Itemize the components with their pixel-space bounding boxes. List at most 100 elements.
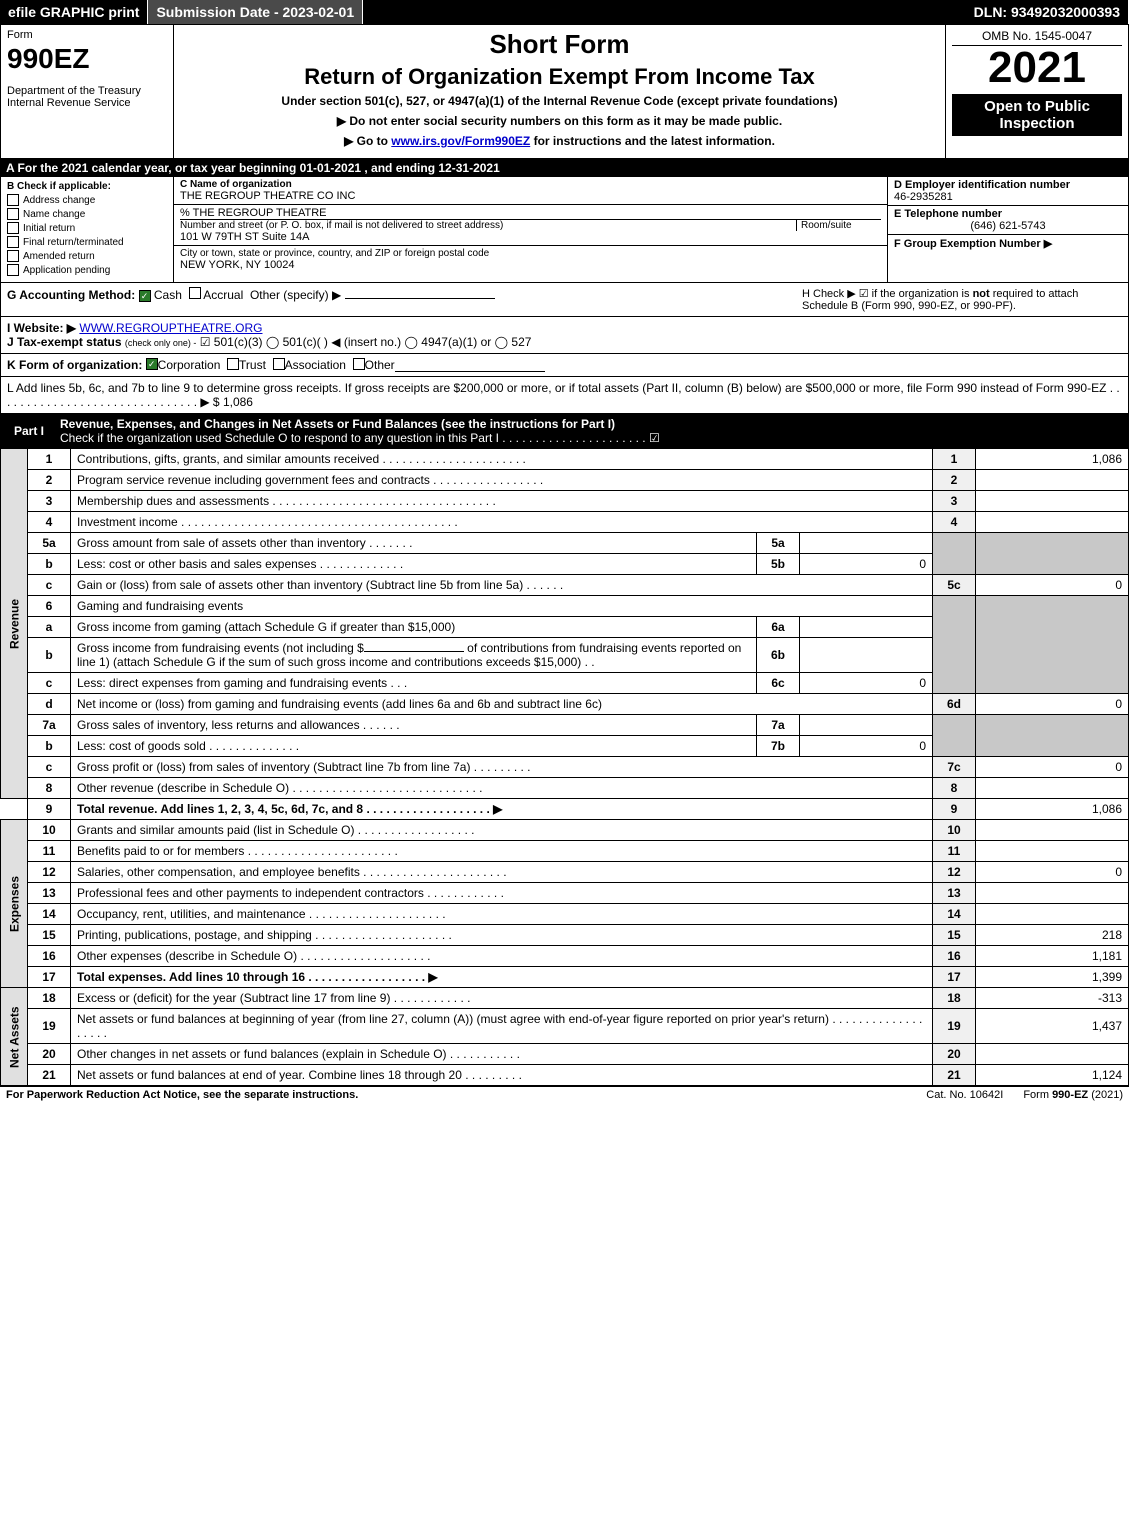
line-7a-num: 7a [28, 715, 71, 736]
revenue-table: Revenue 1 Contributions, gifts, grants, … [0, 448, 1129, 1086]
footer-paperwork: For Paperwork Reduction Act Notice, see … [6, 1089, 906, 1101]
section-g-h: G Accounting Method: ✓ Cash Accrual Othe… [0, 283, 1129, 317]
cb-initial-return[interactable]: Initial return [7, 222, 167, 234]
line-4-num: 4 [28, 512, 71, 533]
section-def: D Employer identification number 46-2935… [888, 177, 1128, 282]
tax-exempt-opts: ☑ 501(c)(3) ◯ 501(c)( ) ◀ (insert no.) ◯… [200, 335, 532, 349]
website-link[interactable]: WWW.REGROUPTHEATRE.ORG [79, 321, 262, 335]
org-name: THE REGROUP THEATRE CO INC [180, 190, 881, 202]
irs-link[interactable]: www.irs.gov/Form990EZ [391, 134, 530, 148]
section-g: G Accounting Method: ✓ Cash Accrual Othe… [7, 287, 792, 312]
cb-other-org[interactable] [353, 358, 365, 370]
ein-value: 46-2935281 [894, 191, 1122, 203]
form-label: Form [7, 29, 167, 41]
ein-label: D Employer identification number [894, 179, 1122, 191]
submission-date: Submission Date - 2023-02-01 [148, 0, 363, 24]
line-7b-num: b [28, 736, 71, 757]
line-18-num: 18 [28, 988, 71, 1009]
top-bar: efile GRAPHIC print Submission Date - 20… [0, 0, 1129, 24]
section-j: J Tax-exempt status (check only one) - ☑… [7, 335, 1122, 349]
section-l-text: L Add lines 5b, 6c, and 7b to line 9 to … [7, 381, 1122, 409]
efile-print[interactable]: efile GRAPHIC print [0, 0, 148, 24]
header-left: Form 990EZ Department of the Treasury In… [1, 25, 174, 158]
care-of: % THE REGROUP THEATRE [180, 207, 881, 219]
line-6b-num: b [28, 638, 71, 673]
form-number: 990EZ [7, 43, 167, 75]
note-goto-pre: ▶ Go to [344, 134, 391, 148]
section-i-j: I Website: ▶ WWW.REGROUPTHEATRE.ORG J Ta… [0, 317, 1129, 354]
header-right: OMB No. 1545-0047 2021 Open to Public In… [945, 25, 1128, 158]
cb-accrual[interactable] [189, 287, 201, 299]
section-c: C Name of organization THE REGROUP THEAT… [174, 177, 888, 282]
line-1-desc: Contributions, gifts, grants, and simila… [71, 449, 933, 470]
footer-catno: Cat. No. 10642I [906, 1089, 1023, 1101]
section-a: A For the 2021 calendar year, or tax yea… [0, 159, 1129, 177]
line-9-num: 9 [28, 799, 71, 820]
expenses-label: Expenses [1, 820, 28, 988]
line-15-num: 15 [28, 925, 71, 946]
line-6-num: 6 [28, 596, 71, 617]
line-6b-desc: Gross income from fundraising events (no… [71, 638, 757, 673]
cb-address-change[interactable]: Address change [7, 194, 167, 206]
line-3-num: 3 [28, 491, 71, 512]
line-9-desc: Total revenue. Add lines 1, 2, 3, 4, 5c,… [71, 799, 933, 820]
cb-name-change[interactable]: Name change [7, 208, 167, 220]
section-h: H Check ▶ ☑ if the organization is not r… [792, 287, 1122, 312]
revenue-label: Revenue [1, 449, 28, 799]
section-b-title: B Check if applicable: [7, 181, 167, 192]
street-label: Number and street (or P. O. box, if mail… [180, 219, 796, 231]
section-b: B Check if applicable: Address change Na… [1, 177, 174, 282]
cb-corporation[interactable]: ✓ [146, 358, 158, 370]
accounting-label: G Accounting Method: [7, 288, 135, 302]
accounting-other: Other (specify) ▶ [250, 288, 341, 302]
street-address: 101 W 79TH ST Suite 14A [180, 231, 881, 243]
header-center: Short Form Return of Organization Exempt… [174, 25, 945, 158]
form-org-label: K Form of organization: [7, 358, 142, 372]
tax-year: 2021 [952, 46, 1122, 90]
cb-pending[interactable]: Application pending [7, 264, 167, 276]
line-6a-num: a [28, 617, 71, 638]
line-17-desc: Total expenses. Add lines 10 through 16 … [71, 967, 933, 988]
website-label: I Website: ▶ [7, 321, 76, 335]
page-footer: For Paperwork Reduction Act Notice, see … [0, 1086, 1129, 1103]
note-goto: ▶ Go to www.irs.gov/Form990EZ for instru… [180, 134, 939, 148]
cb-amended[interactable]: Amended return [7, 250, 167, 262]
part-1-label: Part I [6, 424, 52, 438]
line-13-num: 13 [28, 883, 71, 904]
dln: DLN: 93492032000393 [966, 0, 1129, 24]
subtitle: Under section 501(c), 527, or 4947(a)(1)… [180, 94, 939, 108]
line-20-num: 20 [28, 1044, 71, 1065]
part-1-header: Part I Revenue, Expenses, and Changes in… [0, 414, 1129, 448]
line-5b-num: b [28, 554, 71, 575]
line-19-num: 19 [28, 1009, 71, 1044]
tel-label: E Telephone number [894, 208, 1122, 220]
line-2-num: 2 [28, 470, 71, 491]
line-17-num: 17 [28, 967, 71, 988]
tel-value: (646) 621-5743 [894, 220, 1122, 232]
line-1-num: 1 [28, 449, 71, 470]
netassets-label: Net Assets [1, 988, 28, 1086]
line-14-num: 14 [28, 904, 71, 925]
line-1-val: 1,086 [976, 449, 1129, 470]
line-5c-num: c [28, 575, 71, 596]
note-ssn: ▶ Do not enter social security numbers o… [180, 114, 939, 128]
cb-cash[interactable]: ✓ [139, 290, 151, 302]
cb-association[interactable] [273, 358, 285, 370]
org-name-label: C Name of organization [180, 179, 881, 190]
tax-exempt-label: J Tax-exempt status [7, 335, 122, 349]
section-k: K Form of organization: ✓ Corporation Tr… [0, 354, 1129, 377]
line-21-num: 21 [28, 1065, 71, 1086]
short-form-title: Short Form [180, 29, 939, 60]
line-10-num: 10 [28, 820, 71, 841]
cb-trust[interactable] [227, 358, 239, 370]
info-grid: B Check if applicable: Address change Na… [0, 177, 1129, 283]
note-goto-post: for instructions and the latest informat… [530, 134, 775, 148]
return-title: Return of Organization Exempt From Incom… [180, 64, 939, 90]
line-7c-num: c [28, 757, 71, 778]
line-6d-num: d [28, 694, 71, 715]
line-11-num: 11 [28, 841, 71, 862]
city-label: City or town, state or province, country… [180, 248, 881, 259]
cb-final-return[interactable]: Final return/terminated [7, 236, 167, 248]
city-state-zip: NEW YORK, NY 10024 [180, 259, 881, 271]
form-header: Form 990EZ Department of the Treasury In… [0, 24, 1129, 159]
